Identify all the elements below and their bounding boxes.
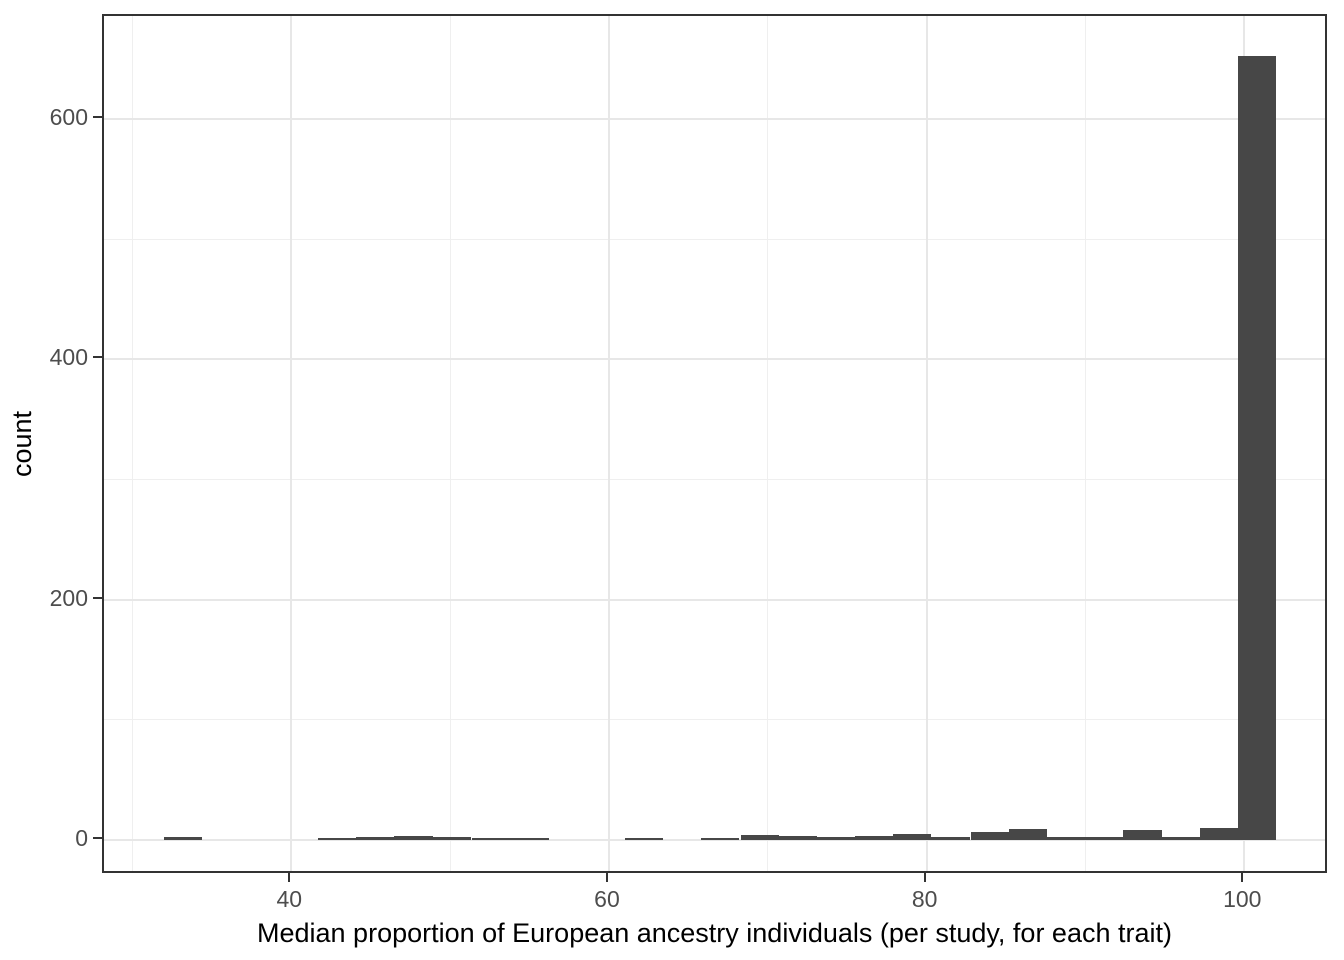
- x-axis-tick-mark: [923, 873, 926, 882]
- histogram-bar: [778, 836, 818, 840]
- minor-gridline-x: [449, 16, 451, 871]
- histogram-bar: [432, 837, 471, 840]
- y-axis-tick-mark: [93, 356, 102, 359]
- minor-gridline-x: [767, 16, 769, 871]
- major-gridline-x: [925, 16, 928, 871]
- x-axis-tick-label: 100: [1223, 886, 1262, 912]
- y-axis-tick-label: 0: [75, 824, 88, 851]
- major-gridline-x: [607, 16, 610, 871]
- y-axis-tick-mark: [93, 596, 102, 599]
- histogram-bar: [356, 837, 395, 840]
- histogram-bar: [1199, 827, 1238, 840]
- histogram-bar: [1047, 837, 1086, 840]
- minor-gridline-y: [104, 719, 1325, 721]
- x-axis-title: Median proportion of European ancestry i…: [257, 918, 1172, 948]
- histogram-bar: [1009, 828, 1048, 840]
- histogram-bar: [1085, 837, 1124, 840]
- x-axis-tick-mark: [605, 873, 608, 882]
- histogram-bar: [164, 837, 203, 840]
- histogram-bar: [1237, 55, 1277, 840]
- x-axis-tick-label: 80: [911, 886, 938, 912]
- histogram-bar: [1161, 837, 1200, 840]
- minor-gridline-x: [131, 16, 133, 871]
- y-axis-tick-mark: [93, 116, 102, 119]
- major-gridline-y: [104, 838, 1325, 841]
- major-gridline-x: [290, 16, 293, 871]
- x-axis-tick-mark: [288, 873, 291, 882]
- histogram-bar: [701, 838, 740, 840]
- x-axis-tick-mark: [1241, 873, 1244, 882]
- minor-gridline-y: [104, 478, 1325, 480]
- major-gridline-y: [104, 118, 1325, 121]
- plot-panel: [102, 14, 1327, 873]
- y-axis-tick-mark: [93, 836, 102, 839]
- histogram-bar: [472, 838, 511, 840]
- minor-gridline-x: [1084, 16, 1086, 871]
- major-gridline-y: [104, 358, 1325, 361]
- histogram-bar: [740, 834, 779, 840]
- minor-gridline-y: [104, 238, 1325, 240]
- x-axis-tick-label: 60: [594, 886, 620, 912]
- histogram-bar: [893, 833, 932, 840]
- y-axis-title: count: [7, 410, 37, 477]
- histogram-bar: [394, 836, 433, 840]
- histogram-bar: [510, 838, 549, 840]
- histogram-bar: [624, 838, 664, 840]
- y-axis-tick-label: 200: [49, 584, 88, 611]
- histogram-bar: [971, 832, 1010, 840]
- x-axis-tick-label: 40: [276, 886, 303, 912]
- histogram-bar: [816, 837, 856, 840]
- histogram-bar: [855, 836, 894, 840]
- histogram-bar: [931, 837, 970, 840]
- histogram-bar: [1123, 830, 1162, 840]
- y-axis-tick-label: 600: [49, 104, 88, 131]
- histogram-bar: [318, 838, 357, 840]
- y-axis-tick-label: 400: [49, 344, 88, 371]
- major-gridline-y: [104, 598, 1325, 601]
